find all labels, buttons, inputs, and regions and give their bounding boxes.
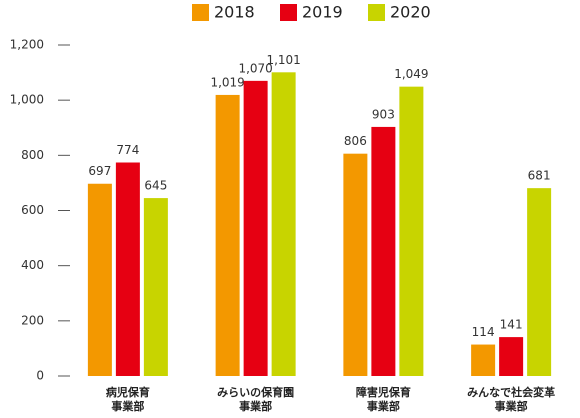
bar <box>271 72 296 377</box>
value-label: 681 <box>528 169 551 183</box>
value-label: 903 <box>372 107 395 121</box>
y-tick-label: 1,000 <box>10 93 44 107</box>
y-tick-label: 800 <box>21 148 44 162</box>
x-tick-label: みんなで社会変革 事業部 <box>467 386 556 413</box>
legend-label: 2020 <box>390 3 431 22</box>
x-tick-label: みらいの保育園 事業部 <box>217 386 295 413</box>
bar <box>215 94 240 376</box>
legend-swatch <box>280 4 297 21</box>
x-tick-label: 病児保育 事業部 <box>105 386 150 413</box>
y-tick-label: 1,200 <box>10 38 44 52</box>
value-label: 806 <box>344 134 367 148</box>
y-tick-label: 200 <box>21 313 44 327</box>
bar <box>87 183 112 376</box>
bar <box>471 344 496 376</box>
value-label: 141 <box>500 318 523 332</box>
bar <box>143 198 168 376</box>
bar <box>243 80 268 376</box>
bar <box>499 337 524 376</box>
y-tick-label: 0 <box>36 369 44 383</box>
value-label: 114 <box>472 325 495 339</box>
bar <box>371 126 396 376</box>
value-label: 1,101 <box>266 53 300 67</box>
legend-label: 2018 <box>214 3 255 22</box>
x-tick-label: 障害児保育 事業部 <box>355 386 411 413</box>
bar <box>343 153 368 376</box>
value-label: 697 <box>88 164 111 178</box>
value-label: 645 <box>144 179 167 193</box>
bar <box>399 86 424 377</box>
value-label: 774 <box>116 143 139 157</box>
value-label: 1,049 <box>394 67 428 81</box>
y-tick-label: 600 <box>21 203 44 217</box>
legend-swatch <box>368 4 385 21</box>
legend-swatch <box>192 4 209 21</box>
legend-label: 2019 <box>302 3 343 22</box>
bar <box>115 162 140 376</box>
value-label: 1,019 <box>210 75 244 89</box>
y-tick-label: 400 <box>21 258 44 272</box>
bar <box>527 188 552 376</box>
value-label: 1,070 <box>238 61 272 75</box>
